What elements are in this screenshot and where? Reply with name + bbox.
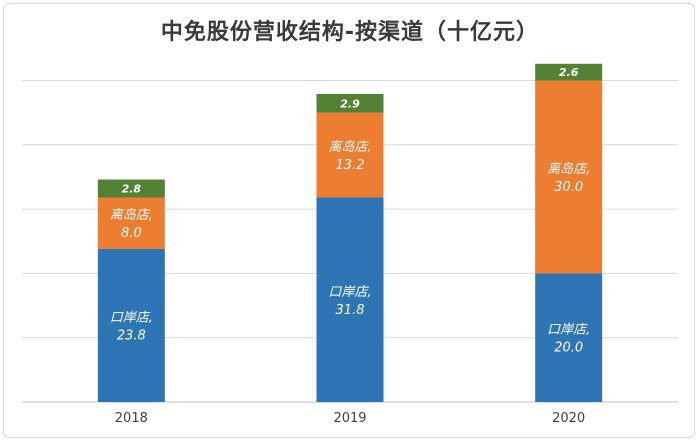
bar-segment xyxy=(535,63,603,81)
data-label: 离岛店, 30.0 xyxy=(547,161,590,195)
bar-segment xyxy=(97,197,165,249)
data-label: 2.9 xyxy=(340,97,360,110)
data-label: 2.8 xyxy=(122,183,142,196)
data-label: 2.6 xyxy=(559,66,579,79)
chart-title: 中免股份营收结构-按渠道（十亿元） xyxy=(160,20,540,45)
bar-segment xyxy=(535,80,603,274)
bar-segment xyxy=(535,273,603,402)
x-tick-labels: 2018 2019 2020 xyxy=(115,411,585,426)
bar-segment xyxy=(97,248,165,402)
x-tick-label: 2018 xyxy=(115,411,148,426)
x-tick-label: 2019 xyxy=(333,411,366,426)
bar-segment xyxy=(316,112,384,198)
data-label: 离岛店, 8.0 xyxy=(110,207,153,241)
x-tick-label: 2020 xyxy=(552,411,585,426)
bar-segment xyxy=(316,197,384,402)
bar-segment xyxy=(316,94,384,113)
data-label: 离岛店, 13.2 xyxy=(328,139,371,173)
bars xyxy=(97,63,603,402)
data-labels: 口岸店, 23.8 离岛店, 8.0 2.8 口岸店, 31.8 离岛店, 13.2 2.9 口岸店… xyxy=(110,66,590,356)
bar-segment xyxy=(97,179,165,198)
data-label: 口岸店, 31.8 xyxy=(328,285,371,318)
data-label: 口岸店, 23.8 xyxy=(110,310,153,343)
data-label: 口岸店, 20.0 xyxy=(547,323,590,356)
